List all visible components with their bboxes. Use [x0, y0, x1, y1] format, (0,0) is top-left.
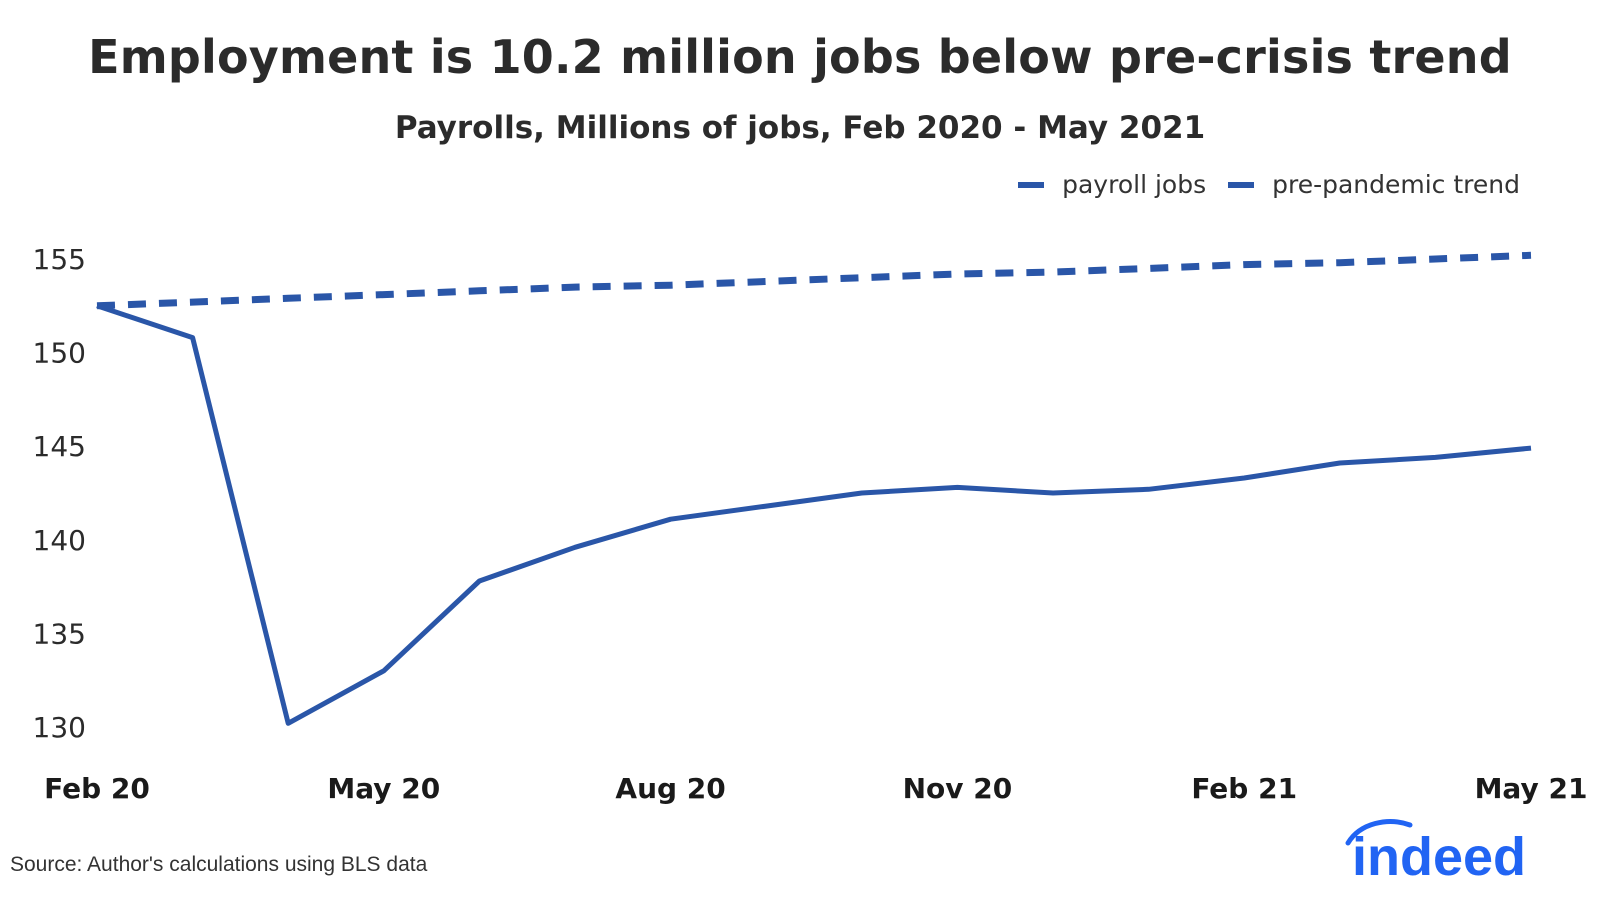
svg-text:indeed: indeed — [1352, 827, 1526, 885]
x-tick-label-may-21: May 21 — [1475, 772, 1588, 805]
legend-label-pre-pandemic-trend: pre-pandemic trend — [1272, 170, 1520, 199]
legend: payroll jobs pre-pandemic trend — [996, 170, 1520, 199]
chart-title: Employment is 10.2 million jobs below pr… — [88, 30, 1512, 84]
y-axis-ticks: 130 135 140 145 150 155 — [33, 243, 86, 744]
x-tick-label-feb-21: Feb 21 — [1191, 772, 1297, 805]
chart-subtitle: Payrolls, Millions of jobs, Feb 2020 - M… — [394, 110, 1206, 146]
legend-swatch-pre-pandemic-trend — [1228, 181, 1255, 188]
x-tick-label-feb-20: Feb 20 — [44, 772, 150, 805]
x-axis-ticks: Feb 20 May 20 Aug 20 Nov 20 Feb 21 May 21 — [44, 772, 1587, 805]
x-tick-label-may-20: May 20 — [327, 772, 440, 805]
legend-swatch-payroll-jobs — [1018, 181, 1045, 188]
x-tick-label-aug-20: Aug 20 — [615, 772, 725, 805]
source-note: Source: Author's calculations using BLS … — [10, 853, 428, 876]
indeed-logo: indeed — [1340, 815, 1540, 889]
legend-item-payroll-jobs: payroll jobs — [1018, 170, 1206, 199]
series-line-pre-pandemic-trend — [96, 251, 1532, 310]
y-tick-label-130: 130 — [33, 711, 86, 744]
y-tick-label-155: 155 — [33, 243, 86, 276]
x-tick-label-nov-20: Nov 20 — [903, 772, 1013, 805]
y-tick-label-140: 140 — [33, 524, 86, 557]
legend-label-payroll-jobs: payroll jobs — [1062, 170, 1207, 199]
y-tick-label-150: 150 — [33, 337, 86, 370]
y-tick-label-145: 145 — [33, 430, 86, 463]
legend-item-pre-pandemic-trend: pre-pandemic trend — [1228, 170, 1520, 199]
y-tick-label-135: 135 — [33, 617, 86, 650]
series-layer — [96, 251, 1532, 726]
series-line-payroll-jobs — [96, 303, 1532, 726]
